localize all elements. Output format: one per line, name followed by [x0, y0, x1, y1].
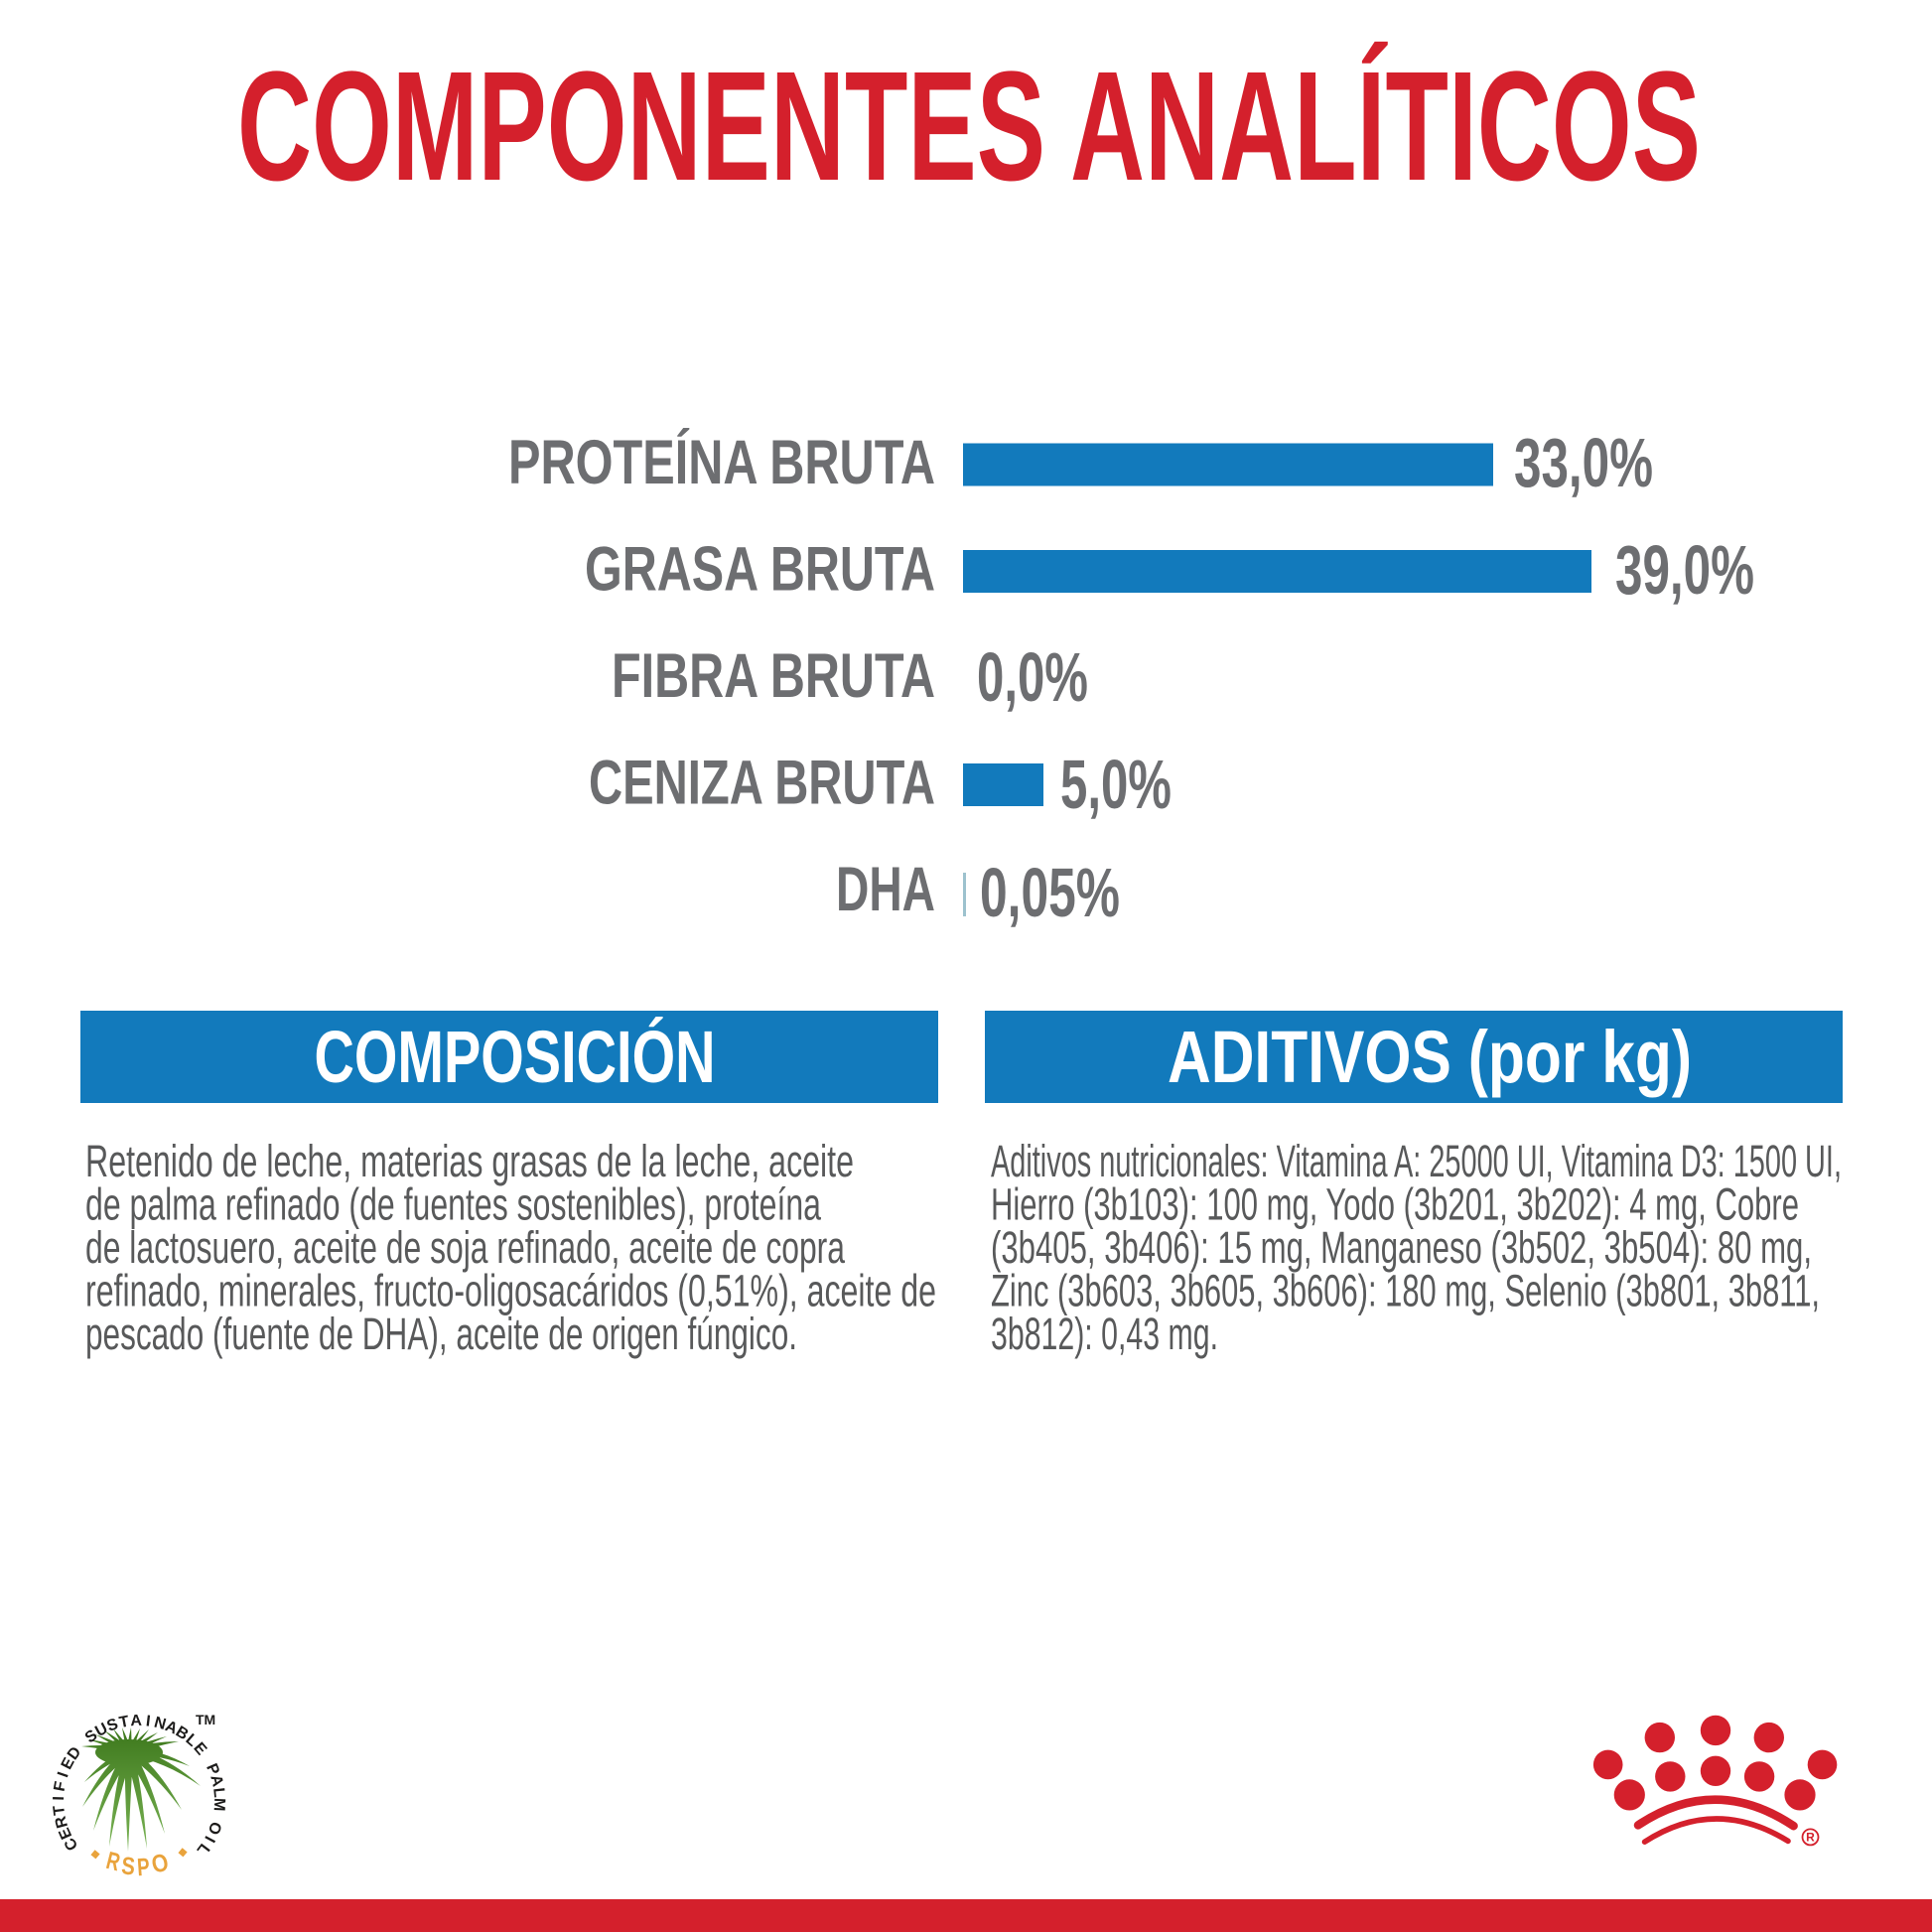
- svg-text:I: I: [51, 1796, 68, 1801]
- svg-text:5,0%: 5,0%: [1060, 746, 1172, 823]
- svg-text:de palma refinado (de fuentes: de palma refinado (de fuentes sostenible…: [85, 1179, 822, 1230]
- svg-text:R: R: [1806, 1831, 1815, 1845]
- svg-text:COMPOSICIÓN: COMPOSICIÓN: [315, 1016, 716, 1098]
- svg-text:FIBRA BRUTA: FIBRA BRUTA: [612, 641, 935, 711]
- svg-text:R: R: [53, 1814, 72, 1830]
- svg-text:CENIZA BRUTA: CENIZA BRUTA: [589, 749, 935, 818]
- svg-text:0,05%: 0,05%: [980, 854, 1120, 931]
- svg-text:N: N: [152, 1715, 168, 1733]
- svg-text:39,0%: 39,0%: [1615, 531, 1754, 609]
- svg-text:Retenido de leche, materias gr: Retenido de leche, materias grasas de la…: [85, 1136, 854, 1186]
- svg-text:L: L: [209, 1787, 227, 1799]
- svg-text:COMPONENTES ANALÍTICOS: COMPONENTES ANALÍTICOS: [237, 40, 1701, 213]
- svg-text:T: T: [51, 1804, 69, 1816]
- svg-text:(3b405, 3b406): 15 mg, Mangane: (3b405, 3b406): 15 mg, Manganeso (3b502,…: [991, 1222, 1812, 1273]
- svg-text:F: F: [52, 1780, 70, 1793]
- svg-text:pescado (fuente de DHA), aceit: pescado (fuente de DHA), aceite de orige…: [85, 1309, 797, 1359]
- svg-text:GRASA BRUTA: GRASA BRUTA: [585, 535, 935, 605]
- svg-text:33,0%: 33,0%: [1514, 424, 1653, 501]
- svg-text:0,0%: 0,0%: [977, 638, 1088, 716]
- svg-text:TM: TM: [196, 1712, 215, 1727]
- svg-text:A: A: [130, 1713, 143, 1729]
- svg-text:DHA: DHA: [836, 855, 935, 924]
- svg-text:A: A: [207, 1773, 225, 1789]
- svg-text:Aditivos nutricionales: Vitami: Aditivos nutricionales: Vitamina A: 2500…: [991, 1136, 1842, 1186]
- svg-text:T: T: [118, 1714, 131, 1732]
- svg-text:I: I: [55, 1770, 72, 1780]
- svg-text:Zinc (3b603, 3b605, 3b606): 18: Zinc (3b603, 3b605, 3b606): 180 mg, Sele…: [991, 1266, 1820, 1316]
- svg-text:Hierro (3b103): 100 mg, Yodo (: Hierro (3b103): 100 mg, Yodo (3b201, 3b2…: [991, 1179, 1799, 1230]
- svg-text:O: O: [149, 1849, 171, 1879]
- svg-text:refinado, minerales, fructo-ol: refinado, minerales, fructo-oligosacárid…: [85, 1266, 936, 1316]
- svg-text:PROTEÍNA BRUTA: PROTEÍNA BRUTA: [508, 428, 935, 497]
- svg-text:3b812): 0,43 mg.: 3b812): 0,43 mg.: [991, 1309, 1218, 1359]
- svg-text:ADITIVOS (por kg): ADITIVOS (por kg): [1168, 1016, 1692, 1098]
- svg-text:S: S: [120, 1852, 136, 1880]
- svg-text:M: M: [210, 1798, 228, 1812]
- svg-text:de lactosuero, aceite de soja: de lactosuero, aceite de soja refinado, …: [85, 1222, 846, 1273]
- svg-text:O: O: [205, 1820, 224, 1837]
- svg-text:P: P: [136, 1854, 150, 1882]
- svg-text:I: I: [145, 1713, 151, 1729]
